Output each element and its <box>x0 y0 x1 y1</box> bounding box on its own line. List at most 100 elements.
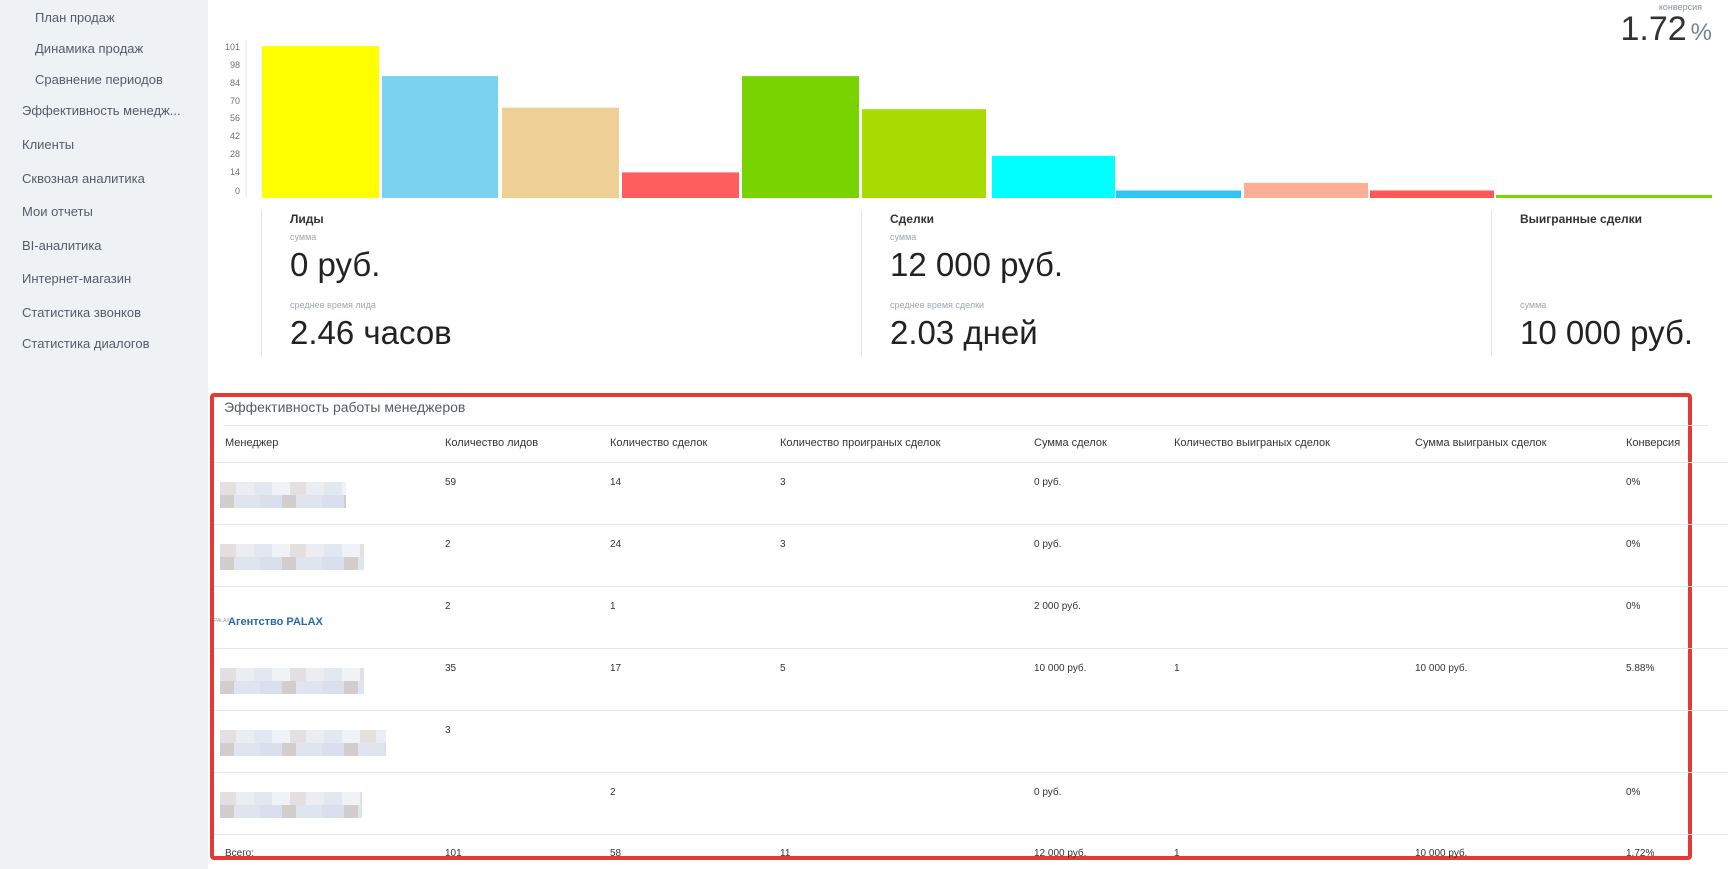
summary-deals-title: Сделки <box>890 212 934 226</box>
table-cell-deals: 2 <box>610 787 616 798</box>
divider <box>224 425 1708 426</box>
table-cell-sum: 0 руб. <box>1034 787 1062 798</box>
table-cell-conv: 0% <box>1626 601 1641 612</box>
table-cell-conv: 5.88% <box>1626 663 1655 674</box>
chart-bar[interactable] <box>1496 194 1712 198</box>
y-tick-label: 0 <box>235 186 240 196</box>
conversion-unit: % <box>1690 19 1712 46</box>
manager-avatar-blurred[interactable] <box>220 482 346 508</box>
col-header-leads[interactable]: Количество лидов <box>445 437 539 449</box>
summary-leads-sum: 0 руб. <box>290 246 381 283</box>
table-cell-deals: 24 <box>610 539 622 550</box>
col-header-conversion[interactable]: Конверсия <box>1626 437 1681 449</box>
manager-avatar-blurred[interactable] <box>220 668 364 694</box>
table-cell-lost: 3 <box>780 539 786 550</box>
col-header-manager[interactable]: Менеджер <box>225 437 279 449</box>
col-header-won-sum[interactable]: Сумма выиграных сделок <box>1415 437 1547 449</box>
chart-bar[interactable] <box>1116 190 1241 198</box>
table-cell-won-sum: 10 000 руб. <box>1415 663 1468 674</box>
sidebar-item-my-reports[interactable]: Мои отчеты <box>22 204 93 219</box>
table-cell-leads: 3 <box>445 725 451 736</box>
sidebar-item-end-to-end-analytics[interactable]: Сквозная аналитика <box>22 171 145 186</box>
sidebar: План продаж Динамика продаж Сравнение пе… <box>0 0 208 869</box>
summary-deals-sum-label: сумма <box>890 232 917 242</box>
conversion-number: 1.72 <box>1620 10 1687 48</box>
summary-leads-time: 2.46 часов <box>290 314 452 351</box>
y-tick-label: 56 <box>230 113 240 123</box>
chart-bar[interactable] <box>862 109 986 198</box>
table-total-deals: 58 <box>610 848 622 859</box>
table-cell-sum: 0 руб. <box>1034 539 1062 550</box>
summary-deals: Сделки сумма 12 000 руб. среднее время с… <box>861 210 1462 356</box>
table-cell-sum: 10 000 руб. <box>1034 663 1087 674</box>
divider <box>214 524 1728 525</box>
manager-efficiency-panel: Эффективность работы менеджеров Менеджер… <box>210 393 1728 860</box>
y-tick-label: 84 <box>230 78 240 88</box>
chart-bar[interactable] <box>502 107 619 198</box>
chart-bar[interactable] <box>742 76 859 198</box>
sidebar-item-bi-analytics[interactable]: BI-аналитика <box>22 238 102 253</box>
table-cell-conv: 0% <box>1626 539 1641 550</box>
sidebar-item-dialog-stats[interactable]: Статистика диалогов <box>22 336 150 351</box>
chart-bar[interactable] <box>262 46 379 198</box>
chart: 101 98 84 70 56 42 28 14 0 <box>208 0 1736 205</box>
sidebar-item-manager-efficiency[interactable]: Эффективность менедж... <box>22 103 181 118</box>
sidebar-item-online-store[interactable]: Интернет-магазин <box>22 271 132 286</box>
y-tick-label: 101 <box>225 42 240 52</box>
main-content: конверсия 1.72% 101 98 84 70 56 42 28 14 0 Лиды … <box>208 0 1736 869</box>
manager-avatar-blurred[interactable] <box>220 544 364 570</box>
manager-link-agency[interactable]: PALAX Агентство PALAX <box>214 616 323 628</box>
chart-bar[interactable] <box>1370 190 1494 198</box>
summary-won-sum: 10 000 руб. <box>1520 314 1694 351</box>
summary-leads-time-label: среднее время лида <box>290 300 376 310</box>
table-cell-sum: 0 руб. <box>1034 477 1062 488</box>
chart-bar[interactable] <box>382 76 498 198</box>
manager-avatar-blurred[interactable] <box>220 730 386 756</box>
summary-deals-sum: 12 000 руб. <box>890 246 1064 283</box>
divider <box>214 462 1728 463</box>
table-cell-leads: 2 <box>445 539 451 550</box>
table-total-won-sum: 10 000 руб. <box>1415 848 1468 859</box>
table-total-label: Всего: <box>225 848 254 859</box>
sidebar-item-call-stats[interactable]: Статистика звонков <box>22 305 141 320</box>
manager-avatar-blurred[interactable] <box>220 792 362 818</box>
summary-leads-sum-label: сумма <box>290 232 317 242</box>
table-cell-conv: 0% <box>1626 787 1641 798</box>
table-cell-deals: 1 <box>610 601 616 612</box>
sidebar-item-clients[interactable]: Клиенты <box>22 137 75 152</box>
divider <box>214 648 1728 649</box>
sidebar-item-sales-dynamics[interactable]: Динамика продаж <box>35 41 144 56</box>
table-cell-leads: 59 <box>445 477 457 488</box>
table-total-won: 1 <box>1174 848 1180 859</box>
divider <box>214 772 1728 773</box>
table-cell-won: 1 <box>1174 663 1180 674</box>
table-cell-deals: 14 <box>610 477 622 488</box>
col-header-lost-deals[interactable]: Количество проиграных сделок <box>780 437 941 449</box>
table-total-lost: 11 <box>780 848 791 859</box>
manager-name[interactable]: Агентство PALAX <box>228 616 323 628</box>
table-cell-sum: 2 000 руб. <box>1034 601 1081 612</box>
chart-bar[interactable] <box>992 155 1115 198</box>
divider <box>214 586 1728 587</box>
table-cell-leads: 2 <box>445 601 451 612</box>
conversion-label: конверсия <box>1658 2 1702 12</box>
sidebar-item-sales-plan[interactable]: План продаж <box>35 10 115 25</box>
col-header-deals-sum[interactable]: Сумма сделок <box>1034 437 1107 449</box>
col-header-deals[interactable]: Количество сделок <box>610 437 708 449</box>
summary-deals-time-label: среднее время сделки <box>890 300 985 310</box>
panel-title: Эффективность работы менеджеров <box>224 399 466 415</box>
y-tick-label: 70 <box>230 96 240 106</box>
summary-deals-time: 2.03 дней <box>890 314 1038 351</box>
col-header-won-deals[interactable]: Количество выиграных сделок <box>1174 437 1330 449</box>
table-cell-conv: 0% <box>1626 477 1641 488</box>
sidebar-item-period-compare[interactable]: Сравнение периодов <box>35 72 163 87</box>
summary-leads: Лиды сумма 0 руб. среднее время лида 2.4… <box>261 210 860 356</box>
y-tick-label: 28 <box>230 149 240 159</box>
chart-bar[interactable] <box>622 172 739 198</box>
bar-chart: 101 98 84 70 56 42 28 14 0 <box>225 40 1712 198</box>
chart-bar[interactable] <box>1244 182 1368 198</box>
summary-won-sum-label: сумма <box>1520 300 1547 310</box>
summary-won: Выигранные сделки сумма 10 000 руб. <box>1491 210 1722 356</box>
table-cell-lost: 5 <box>780 663 786 674</box>
summary-leads-title: Лиды <box>290 212 324 226</box>
